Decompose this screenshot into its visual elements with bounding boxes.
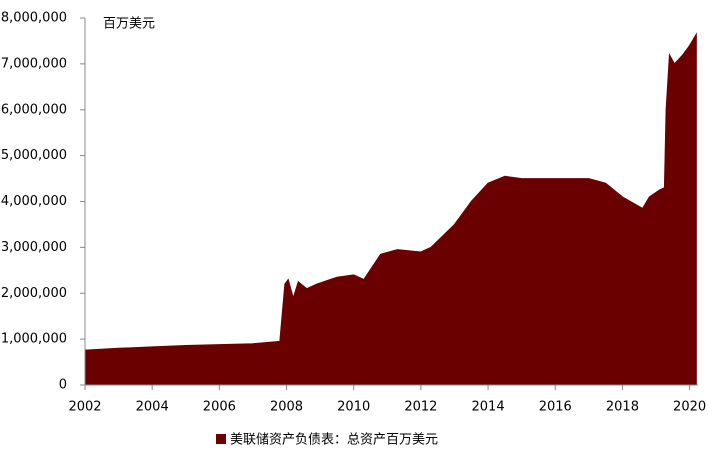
x-tick-label: 2014 bbox=[472, 400, 505, 415]
y-tick-label: 8,000,000 bbox=[1, 11, 67, 26]
legend-label: 美联储资产负债表：总资产百万美元 bbox=[230, 433, 438, 448]
x-tick-label: 2020 bbox=[673, 400, 706, 415]
unit-label: 百万美元 bbox=[103, 17, 155, 32]
x-tick-label: 2016 bbox=[539, 400, 572, 415]
y-tick-label: 2,000,000 bbox=[1, 286, 67, 301]
x-tick-label: 2006 bbox=[203, 400, 236, 415]
x-tick-label: 2010 bbox=[337, 400, 370, 415]
y-tick-label: 3,000,000 bbox=[1, 240, 67, 255]
x-tick-label: 2004 bbox=[136, 400, 169, 415]
y-tick-label: 1,000,000 bbox=[1, 332, 67, 347]
x-tick-label: 2002 bbox=[68, 400, 101, 415]
x-tick-label: 2008 bbox=[270, 400, 303, 415]
y-tick-label: 4,000,000 bbox=[1, 194, 67, 209]
y-tick-label: 7,000,000 bbox=[1, 56, 67, 71]
legend-swatch bbox=[216, 434, 226, 444]
y-tick-label: 6,000,000 bbox=[1, 102, 67, 117]
area bbox=[84, 32, 697, 386]
x-tick-label: 2012 bbox=[404, 400, 437, 415]
x-tick-label: 2018 bbox=[606, 400, 639, 415]
y-tick-label: 0 bbox=[59, 378, 67, 393]
y-tick-label: 5,000,000 bbox=[1, 148, 67, 163]
